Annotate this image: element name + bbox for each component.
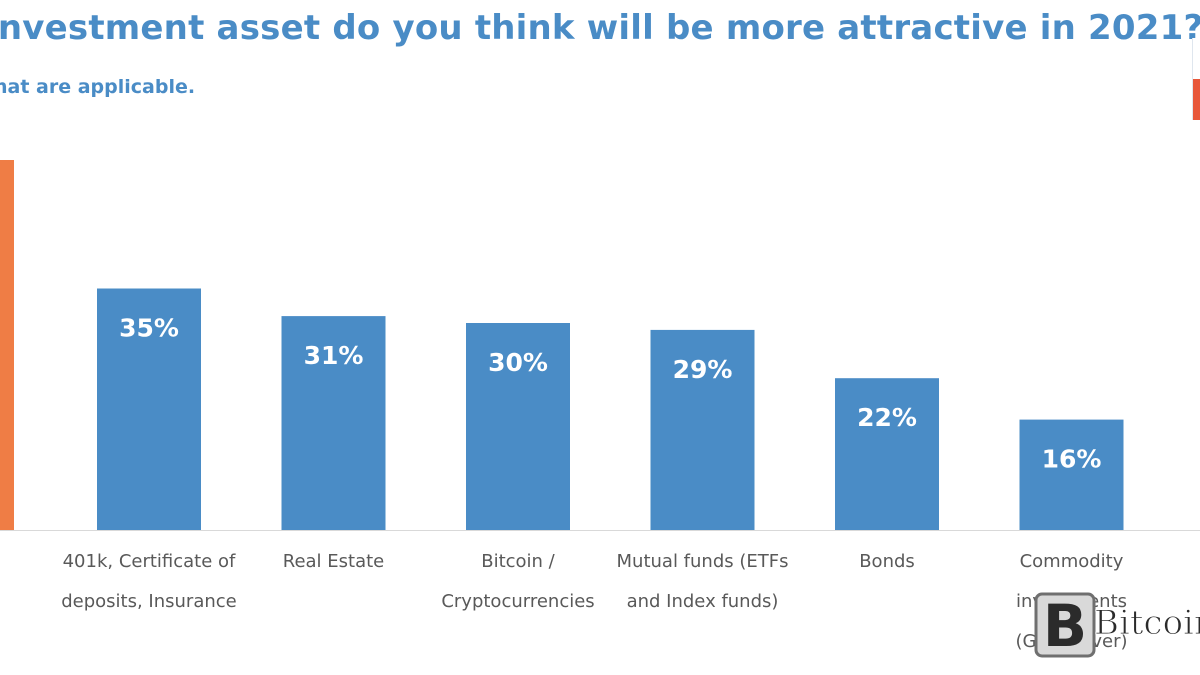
category-label: Mutual funds (ETFs and Index funds) [616,551,789,612]
bar [97,288,201,530]
bar [281,316,386,530]
bar [835,378,939,530]
chart-subtitle: hat are applicable. [0,76,196,98]
category-label: Real Estate [282,551,385,572]
bar [1019,419,1124,530]
bar-value-label: 16% [1042,445,1102,474]
bar-value-label: 35% [119,314,179,343]
bitcoin-watermark: B Bitcoin [1034,592,1200,660]
category-label: Bitcoin / Cryptocurrencies [441,551,595,612]
bar-value-label: 30% [488,348,548,377]
category-label: 401k, Certificate of deposits, Insurance [61,551,237,612]
category-label: Bonds [859,551,915,572]
bar [466,323,570,530]
bar-value-label: 31% [304,341,364,370]
svg-text:B: B [1043,592,1087,660]
flag-icon [1192,38,1200,120]
bitcoin-logo-icon: B [1034,592,1096,660]
partial-highlight-bar [0,160,14,530]
bar [650,329,755,530]
watermark-text: Bitcoin [1094,603,1200,643]
bar-value-label: 22% [857,403,917,432]
bar-value-label: 29% [673,355,733,384]
chart-title: investment asset do you think will be mo… [0,8,1200,48]
